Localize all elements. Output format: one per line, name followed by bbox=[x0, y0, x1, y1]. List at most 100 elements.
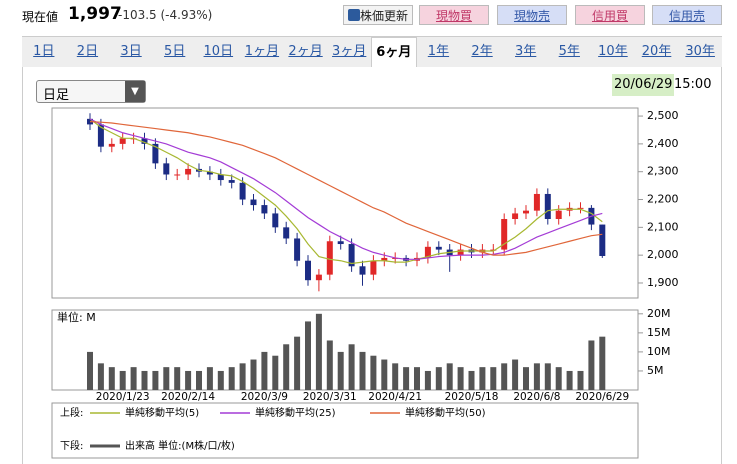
cash-sell-button[interactable]: 現物売 bbox=[497, 5, 567, 25]
volume-bar bbox=[130, 367, 137, 390]
period-tab[interactable]: 6ヶ月 bbox=[371, 37, 417, 67]
candle-body bbox=[228, 180, 235, 183]
button-label: 株価更新 bbox=[359, 9, 408, 23]
candle-body bbox=[348, 244, 355, 267]
moving-average-line bbox=[89, 118, 603, 265]
candle-body bbox=[512, 213, 519, 219]
candle-body bbox=[294, 238, 301, 261]
chart-panel bbox=[22, 36, 722, 464]
legend-label: 単純移動平均(25) bbox=[255, 406, 336, 419]
candle-body bbox=[250, 199, 257, 206]
period-tab[interactable]: 10日 bbox=[203, 44, 234, 59]
legend-lower-label: 下段: bbox=[60, 439, 83, 452]
candle-body bbox=[533, 193, 540, 211]
volume-bar bbox=[414, 367, 420, 390]
volume-bar bbox=[108, 367, 115, 390]
volume-bar bbox=[490, 367, 497, 390]
volume-bar bbox=[337, 351, 344, 390]
candle-body bbox=[544, 193, 551, 219]
candle-body bbox=[359, 266, 366, 275]
volume-bar bbox=[87, 351, 93, 390]
y-tick-label: 2,000 bbox=[647, 248, 679, 261]
y-tick-label: 10M bbox=[647, 345, 671, 358]
margin-buy-button[interactable]: 信用買 bbox=[575, 5, 645, 25]
period-tab[interactable]: 10年 bbox=[598, 44, 628, 59]
volume-plot-frame bbox=[51, 309, 639, 391]
candle-body bbox=[490, 249, 497, 251]
volume-bar bbox=[588, 340, 595, 390]
period-tab[interactable]: 20年 bbox=[641, 44, 672, 59]
candle-body bbox=[555, 210, 562, 219]
volume-bar bbox=[403, 367, 410, 390]
legend-label: 単純移動平均(50) bbox=[405, 406, 486, 419]
volume-bar bbox=[446, 363, 453, 390]
candle-body bbox=[370, 260, 377, 275]
period-tab[interactable]: 30年 bbox=[685, 44, 715, 59]
volume-bar bbox=[326, 340, 333, 390]
x-tick-label: 2020/4/21 bbox=[368, 391, 422, 403]
volume-bar bbox=[239, 363, 246, 390]
dropdown-arrow: ▼ bbox=[125, 81, 145, 102]
y-tick-label: 2,400 bbox=[647, 137, 679, 150]
candle-body bbox=[337, 241, 344, 245]
moving-average-line bbox=[89, 118, 603, 260]
date: 20/06/29 bbox=[612, 74, 675, 96]
y-tick-label: 2,500 bbox=[647, 109, 679, 122]
volume-unit: 単位: M bbox=[57, 310, 96, 324]
period-tab[interactable]: 3ヶ月 bbox=[332, 44, 367, 59]
margin-sell-button[interactable]: 信用売 bbox=[652, 5, 722, 25]
price-plot-frame bbox=[51, 107, 639, 299]
candle-body bbox=[457, 249, 464, 256]
period-tab[interactable]: 2ヶ月 bbox=[288, 44, 323, 59]
period-tab[interactable]: 3日 bbox=[120, 44, 142, 59]
legend-upper-label: 上段: bbox=[60, 406, 83, 419]
period-tab[interactable]: 2日 bbox=[76, 44, 99, 59]
x-tick-label: 2020/5/18 bbox=[445, 391, 499, 403]
x-tick-label: 2020/3/31 bbox=[303, 391, 357, 403]
candle-body bbox=[261, 205, 268, 214]
volume-bar bbox=[152, 370, 159, 390]
period-tab[interactable]: 1ヶ月 bbox=[244, 44, 280, 59]
candle-body bbox=[206, 171, 213, 175]
volume-bar bbox=[294, 336, 301, 390]
candle-body bbox=[174, 174, 181, 176]
candle-body bbox=[315, 274, 322, 281]
price-change: -103.5 (-4.93%) bbox=[118, 8, 213, 22]
x-tick-label: 2020/3/9 bbox=[241, 391, 288, 403]
cash-buy-button[interactable]: 現物買 bbox=[419, 5, 489, 25]
candle-body bbox=[283, 227, 290, 239]
candle-body bbox=[577, 207, 584, 209]
y-tick-label: 2,100 bbox=[647, 220, 679, 233]
y-tick-label: 5M bbox=[647, 364, 664, 377]
dropdown[interactable]: 日足 ▼ bbox=[36, 80, 146, 103]
period-tab[interactable]: 1年 bbox=[427, 44, 450, 59]
legend-label: 出来高 単位:(M株/口/枚) bbox=[125, 439, 235, 452]
candle-body bbox=[326, 241, 333, 275]
volume-bar bbox=[555, 367, 562, 390]
volume-bar bbox=[261, 351, 268, 390]
volume-bar bbox=[206, 367, 213, 390]
volume-bar bbox=[315, 313, 322, 390]
volume-bar bbox=[599, 336, 606, 390]
x-tick-label: 2020/1/23 bbox=[96, 391, 150, 403]
candle-body bbox=[435, 246, 442, 250]
period-tab[interactable]: 1日 bbox=[33, 44, 55, 59]
volume-bar bbox=[283, 344, 290, 390]
volume-bar bbox=[250, 359, 257, 390]
period-tab[interactable]: 3年 bbox=[515, 44, 537, 59]
volume-bar bbox=[174, 367, 181, 390]
refresh-button[interactable]: 株価更新 bbox=[343, 5, 413, 25]
volume-bar bbox=[523, 367, 529, 390]
volume-bar bbox=[217, 370, 224, 390]
period-tab[interactable]: 2年 bbox=[471, 44, 493, 59]
time: 15:00 bbox=[674, 77, 712, 92]
period-tab[interactable]: 5日 bbox=[164, 44, 186, 59]
volume-bar bbox=[457, 367, 464, 390]
candle-body bbox=[119, 138, 126, 144]
y-tick-label: 2,200 bbox=[647, 193, 679, 206]
y-tick-label: 15M bbox=[647, 326, 671, 339]
price: 1,997 bbox=[68, 4, 122, 24]
period-tab[interactable]: 5年 bbox=[558, 44, 580, 59]
